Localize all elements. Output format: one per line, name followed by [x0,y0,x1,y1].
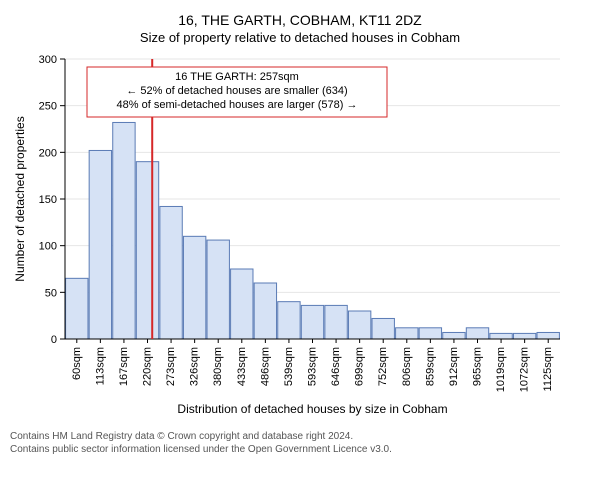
svg-text:806sqm: 806sqm [401,347,413,386]
svg-text:100: 100 [39,241,57,253]
svg-text:273sqm: 273sqm [165,347,177,386]
svg-text:48% of semi-detached houses ar: 48% of semi-detached houses are larger (… [117,99,358,111]
footer-line1: Contains HM Land Registry data © Crown c… [10,430,590,443]
svg-text:220sqm: 220sqm [142,347,154,386]
svg-text:250: 250 [39,101,57,113]
svg-text:539sqm: 539sqm [283,347,295,386]
svg-text:60sqm: 60sqm [71,347,83,380]
svg-text:859sqm: 859sqm [424,347,436,386]
svg-text:912sqm: 912sqm [448,347,460,386]
footer-line2: Contains public sector information licen… [10,443,590,456]
chart-container: 16, THE GARTH, COBHAM, KT11 2DZ Size of … [10,12,590,456]
svg-text:Number of detached properties: Number of detached properties [13,116,27,281]
svg-text:646sqm: 646sqm [330,347,342,386]
svg-text:16 THE GARTH: 257sqm: 16 THE GARTH: 257sqm [175,71,299,83]
svg-text:1125sqm: 1125sqm [542,347,554,391]
svg-text:300: 300 [39,54,57,66]
svg-text:150: 150 [39,194,57,206]
svg-text:486sqm: 486sqm [259,347,271,386]
svg-text:593sqm: 593sqm [307,347,319,386]
svg-text:Distribution of detached house: Distribution of detached houses by size … [177,402,447,416]
svg-text:167sqm: 167sqm [118,347,130,386]
svg-text:1019sqm: 1019sqm [495,347,507,392]
svg-text:1072sqm: 1072sqm [519,347,531,392]
svg-text:113sqm: 113sqm [94,347,106,385]
svg-text:← 52% of detached houses are s: ← 52% of detached houses are smaller (63… [126,85,347,97]
footer: Contains HM Land Registry data © Crown c… [10,430,590,456]
address-header: 16, THE GARTH, COBHAM, KT11 2DZ [10,12,590,28]
subtitle: Size of property relative to detached ho… [10,30,590,45]
svg-text:380sqm: 380sqm [212,347,224,386]
svg-text:50: 50 [45,287,57,299]
svg-text:699sqm: 699sqm [354,347,366,386]
svg-text:326sqm: 326sqm [189,347,201,386]
svg-text:965sqm: 965sqm [472,347,484,386]
histogram-chart: 0 50 100 150 200 250 300 60sqm 113sqm 167sqm 220sq… [10,49,570,419]
svg-text:752sqm: 752sqm [377,347,389,386]
svg-text:0: 0 [51,334,57,346]
svg-text:200: 200 [39,147,57,159]
svg-text:433sqm: 433sqm [236,347,248,386]
